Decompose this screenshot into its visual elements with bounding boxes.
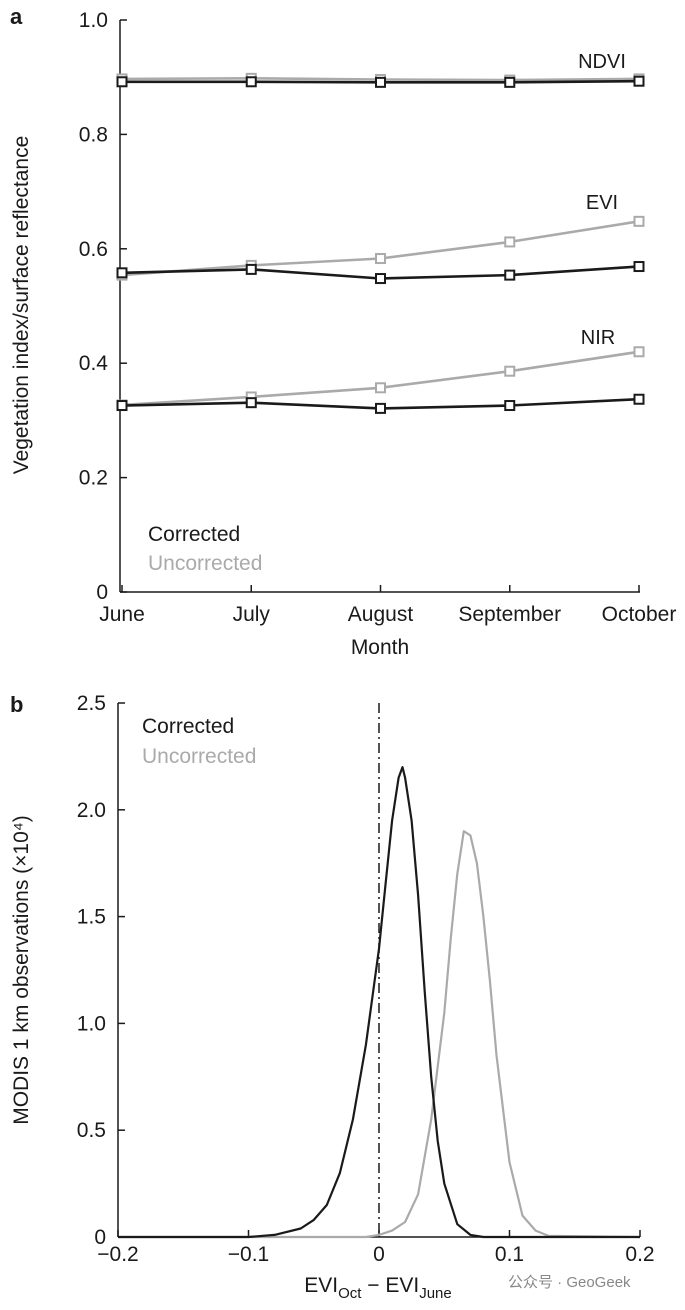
series-label-nir: NIR (581, 327, 615, 349)
panel-b-y-tick-label: 0.5 (77, 1119, 106, 1142)
series-evi-corrected-marker (504, 269, 516, 281)
panel-b-legend-corrected: Corrected (142, 715, 234, 738)
series-evi-corrected-marker (245, 263, 257, 275)
panel-b-x-tick-label: 0.2 (625, 1243, 654, 1266)
series-nir-uncorrected-marker (633, 346, 645, 358)
x-label-sub-oct: Oct (338, 1285, 362, 1302)
panel-a-x-axis-label: Month (351, 636, 409, 659)
series-evi-uncorrected-line (121, 220, 640, 277)
series-label-evi: EVI (586, 192, 618, 214)
panel-a-y-tick-label: 0 (96, 581, 108, 604)
series-evi-uncorrected-marker (633, 215, 645, 227)
panel-b-y-tick-label: 2.0 (77, 799, 106, 822)
panel-a-legend-corrected: Corrected (148, 523, 240, 546)
series-ndvi-corrected-marker (633, 75, 645, 87)
panel-a-axes (119, 20, 640, 593)
watermark-text: 公众号 · GeoGeek (508, 1274, 631, 1291)
panel-a-letter: a (10, 4, 23, 29)
panel-a-series (116, 72, 645, 414)
series-ndvi-corrected-marker (504, 76, 516, 88)
distribution-corrected-line (118, 765, 640, 1239)
panel-a-x-ticks: June July August September October (99, 585, 676, 626)
panel-a: a 0 0.2 0.4 0.6 0.8 1.0 June July August Septemb… (10, 4, 676, 659)
panel-a-legend-uncorrected: Uncorrected (148, 552, 262, 575)
panel-a-y-tick-label: 0.8 (79, 123, 108, 146)
series-nir-uncorrected-marker (375, 382, 386, 394)
panel-a-y-tick-label: 0.2 (79, 467, 108, 490)
panel-a-y-axis-label: Vegetation index/surface reflectance (10, 136, 33, 475)
panel-a-x-tick-label: August (348, 603, 414, 626)
series-evi-corrected-marker (375, 273, 386, 285)
panel-b-x-tick-label: 0.1 (495, 1243, 524, 1266)
panel-b-y-tick-label: 1.0 (77, 1012, 106, 1035)
panel-b-y-ticks: 0 0.5 1.0 1.5 2.0 2.5 (77, 692, 125, 1249)
series-evi-corrected-marker (633, 261, 645, 273)
series-nir-corrected-marker (116, 400, 128, 412)
panel-a-x-tick-label: June (99, 603, 145, 626)
x-label-mid: − EVI (361, 1274, 419, 1297)
panel-b-x-tick-label: 0 (373, 1243, 385, 1266)
panel-b-letter: b (10, 692, 23, 717)
series-ndvi-corrected-marker (116, 76, 128, 88)
series-evi-uncorrected-marker (375, 253, 386, 265)
panel-b-x-ticks: −0.2 −0.1 0 0.1 0.2 (97, 1230, 655, 1266)
series-nir-corrected-marker (504, 400, 516, 412)
series-nir-uncorrected-line (121, 350, 640, 407)
panel-a-y-tick-label: 1.0 (79, 9, 108, 32)
panel-a-x-tick-label: September (458, 603, 561, 626)
series-ndvi-corrected-marker (245, 76, 257, 88)
distribution-uncorrected-line (118, 830, 641, 1239)
panel-b-y-tick-label: 1.5 (77, 906, 106, 929)
panel-a-y-tick-label: 0.4 (79, 352, 109, 375)
x-label-sub-june: June (419, 1285, 452, 1302)
panel-a-x-tick-label: July (233, 603, 271, 626)
panel-b-axes (117, 703, 640, 1238)
series-nir-corrected-marker (375, 402, 386, 414)
x-label-main: EVI (304, 1274, 338, 1297)
panel-a-y-ticks: 0 0.2 0.4 0.6 0.8 1.0 (79, 9, 127, 604)
panel-b-x-tick-label: −0.1 (228, 1243, 269, 1266)
panel-a-series-labels: NDVI EVI NIR (578, 51, 626, 349)
series-ndvi-corrected-marker (375, 76, 386, 88)
series-nir-corrected-marker (633, 393, 645, 405)
series-nir-corrected-marker (245, 397, 257, 409)
panel-b-x-tick-label: −0.2 (97, 1243, 138, 1266)
series-nir-uncorrected-marker (504, 365, 516, 377)
panel-b-y-tick-label: 2.5 (77, 692, 106, 715)
panel-b-series (118, 765, 641, 1239)
series-evi-uncorrected-marker (504, 236, 516, 248)
panel-a-y-tick-label: 0.6 (79, 238, 108, 261)
panel-a-x-tick-label: October (602, 603, 677, 626)
series-evi-corrected-marker (116, 267, 128, 279)
panel-b-legend-uncorrected: Uncorrected (142, 745, 256, 768)
panel-b-y-axis-label: MODIS 1 km observations (×10⁴) (10, 815, 33, 1125)
panel-b-y-tick-label: 0 (94, 1226, 106, 1249)
panel-b-x-axis-label: EVIOct − EVIJune (304, 1274, 452, 1302)
series-label-ndvi: NDVI (578, 51, 626, 73)
panel-b: b 0 0.5 1.0 1.5 2.0 2.5 −0.2 −0.1 0 0.1 0.2 MODIS… (10, 692, 655, 1302)
